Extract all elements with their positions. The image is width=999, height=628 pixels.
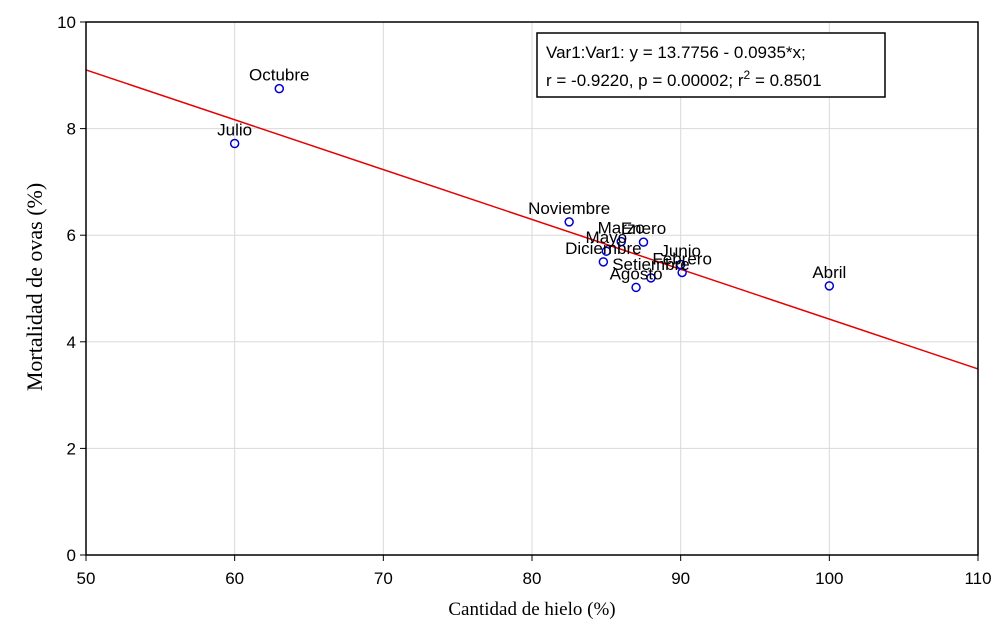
y-tick-label: 10 (57, 13, 76, 32)
legend-stats-superscript: 2 (744, 68, 751, 82)
y-tick-label: 4 (67, 333, 76, 352)
x-tick-label: 90 (671, 569, 690, 588)
legend-frame (536, 32, 886, 98)
legend-stats-suffix: = 0.8501 (750, 71, 821, 90)
legend-stats-prefix: r = -0.9220, p = 0.00002; r (546, 71, 744, 90)
y-axis-title: Mortalidad de ovas (%) (22, 183, 47, 391)
legend-equation: Var1:Var1: y = 13.7756 - 0.0935*x; (546, 43, 806, 62)
data-points (229, 83, 835, 293)
y-tick-label: 0 (67, 546, 76, 565)
legend-box: Var1:Var1: y = 13.7756 - 0.0935*x; r = -… (536, 32, 886, 98)
x-axis-title: Cantidad de hielo (%) (448, 599, 615, 620)
data-point (824, 281, 835, 291)
data-point (601, 246, 612, 256)
data-point (646, 273, 656, 283)
x-tick-label: 50 (77, 569, 96, 588)
grid-lines (85, 21, 979, 556)
y-tick-label: 6 (67, 226, 76, 245)
data-point (616, 236, 626, 247)
point-label: Abril (812, 263, 846, 282)
point-label: Octubre (249, 66, 309, 85)
legend-stats: r = -0.9220, p = 0.00002; r2 = 0.8501 (546, 68, 822, 90)
point-label: Febrero (652, 250, 712, 269)
point-label: Mayo (586, 228, 628, 247)
plot-frame (85, 21, 979, 556)
data-point (598, 257, 609, 267)
data-point (638, 237, 649, 247)
x-tick-label: 70 (374, 569, 393, 588)
point-label: Diciembre (565, 239, 642, 258)
point-label: Setiembre (612, 255, 689, 274)
point-label: Enero (621, 219, 666, 238)
data-point (631, 282, 641, 293)
point-label: Julio (217, 121, 252, 140)
point-label: Noviembre (528, 199, 610, 218)
y-tick-label: 2 (67, 439, 76, 458)
x-tick-label: 60 (225, 569, 244, 588)
x-tick-label: 100 (815, 569, 843, 588)
tick-labels: 50 60 70 80 90 100 110 0 2 4 6 8 10 (57, 13, 991, 588)
plot-frame-layer (80, 21, 979, 561)
regression-line (85, 69, 979, 370)
x-tick-label: 80 (523, 569, 542, 588)
point-label: Junio (660, 242, 701, 261)
point-labels: Octubre Julio Noviembre MayoMarzoEneroDicie… (217, 66, 846, 284)
data-point (564, 217, 574, 227)
data-point (677, 267, 687, 278)
regression-layer (85, 69, 979, 370)
data-point (229, 138, 240, 149)
y-tick-label: 8 (67, 120, 76, 139)
point-label: Marzo (598, 219, 645, 238)
x-tick-label: 110 (964, 569, 991, 588)
point-label: Agosto (610, 264, 663, 283)
data-point (274, 83, 285, 94)
